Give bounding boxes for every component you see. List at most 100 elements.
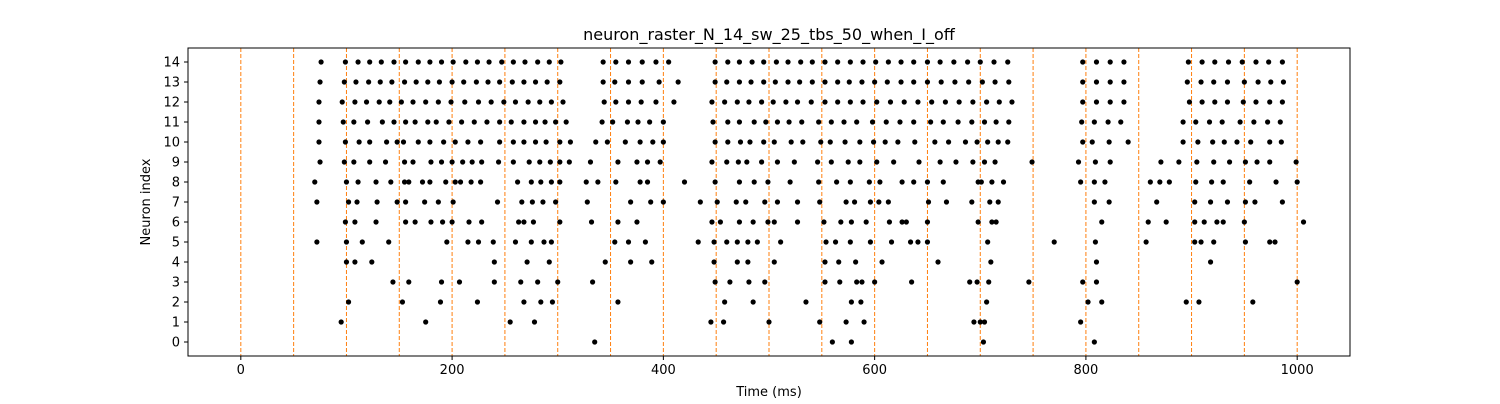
spike-point [406, 279, 412, 285]
spike-point [604, 139, 610, 145]
spike-point [1277, 119, 1283, 125]
spike-point [521, 299, 527, 305]
spike-point [475, 239, 482, 245]
spike-point [566, 159, 572, 165]
spike-point [557, 159, 563, 165]
spike-point [1207, 199, 1214, 205]
spike-point [452, 179, 458, 185]
spike-point [1253, 59, 1259, 65]
spike-point [435, 199, 441, 205]
spike-point [847, 59, 853, 65]
spike-point [829, 339, 835, 345]
spike-point [763, 119, 769, 125]
spike-point [648, 199, 654, 205]
spike-point [435, 99, 441, 105]
spike-point [809, 79, 815, 85]
spike-point [891, 159, 897, 165]
spike-point [387, 99, 393, 105]
spike-point [872, 279, 878, 285]
spike-point [625, 239, 632, 245]
spike-point [1224, 199, 1231, 205]
spike-point [857, 139, 863, 145]
spike-point [1224, 99, 1231, 105]
spike-point [318, 59, 324, 65]
spike-point [874, 159, 880, 165]
spike-point [1198, 239, 1204, 245]
spike-point [364, 119, 371, 125]
spike-point [415, 59, 421, 65]
spike-point [644, 179, 651, 185]
spike-point [491, 279, 497, 285]
spike-point [1107, 99, 1113, 105]
spike-point [316, 139, 322, 145]
spike-point [712, 179, 718, 185]
spike-point [428, 159, 434, 165]
spike-point [403, 219, 409, 225]
spike-point [985, 239, 991, 245]
spike-point [595, 179, 601, 185]
spike-point [916, 159, 922, 165]
spike-point [951, 59, 957, 65]
spike-point [521, 79, 527, 85]
spike-point [406, 179, 412, 185]
spike-point [883, 119, 889, 125]
spike-point [469, 159, 475, 165]
spike-point [1214, 219, 1220, 225]
spike-point [474, 59, 481, 65]
spike-point [967, 279, 973, 285]
spike-point [413, 79, 419, 85]
spike-point [343, 179, 350, 185]
spike-point [714, 199, 720, 205]
spike-point [1000, 179, 1007, 185]
spike-point [787, 179, 793, 185]
spike-point [899, 219, 905, 225]
spike-point [374, 199, 380, 205]
spike-point [1080, 99, 1086, 105]
spike-point [352, 99, 358, 105]
spike-point [1268, 79, 1274, 85]
spike-point [722, 299, 728, 305]
spike-point [717, 219, 724, 225]
spike-point [747, 139, 753, 145]
spike-point [497, 119, 503, 125]
spike-point [1121, 59, 1127, 65]
spike-point [1029, 159, 1035, 165]
spike-point [389, 79, 395, 85]
spike-point [444, 239, 450, 245]
spike-point [1242, 199, 1249, 205]
spike-point [814, 159, 821, 165]
spike-point [843, 199, 849, 205]
spike-point [838, 219, 844, 225]
spike-point [1118, 119, 1124, 125]
spike-point [510, 159, 516, 165]
spike-point [537, 99, 543, 105]
spike-point [367, 139, 373, 145]
spike-point [592, 339, 598, 345]
spike-point [537, 159, 543, 165]
spike-point [456, 279, 463, 285]
spike-point [817, 319, 823, 325]
spike-point [1237, 119, 1243, 125]
spike-point [847, 179, 853, 185]
spike-point [975, 219, 981, 225]
spike-point [343, 259, 350, 265]
spike-point [1092, 159, 1099, 165]
spike-point [978, 179, 984, 185]
spike-point [746, 99, 752, 105]
spike-point [338, 319, 344, 325]
spike-point [803, 299, 809, 305]
spike-point [915, 99, 921, 105]
spike-point [376, 99, 382, 105]
spike-point [835, 59, 841, 65]
spike-point [497, 139, 503, 145]
spike-point [903, 219, 909, 225]
spike-point [373, 219, 379, 225]
spike-point [924, 79, 931, 85]
spike-point [987, 199, 993, 205]
spike-point [1279, 99, 1285, 105]
spike-point [1294, 179, 1300, 185]
spike-point [410, 159, 416, 165]
spike-point [846, 79, 852, 85]
spike-point [479, 219, 485, 225]
